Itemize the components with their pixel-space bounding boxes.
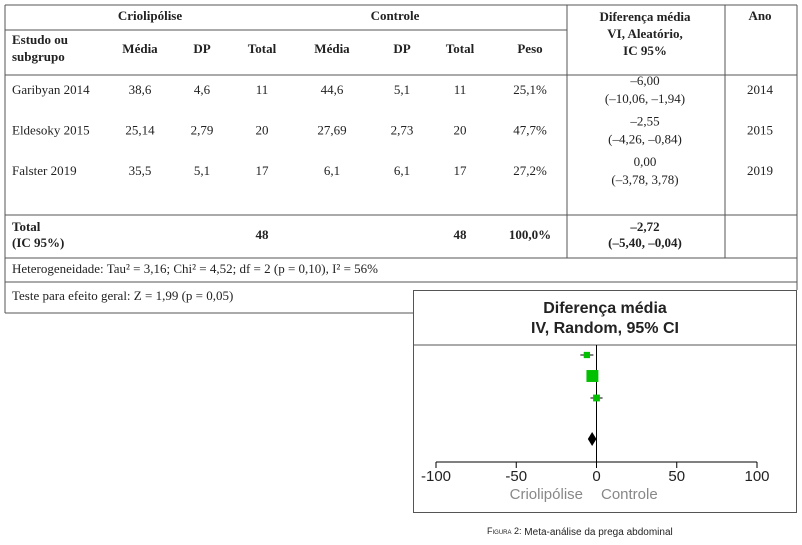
group-header: Criolipólise bbox=[118, 8, 183, 23]
diff-header: Diferença média bbox=[599, 9, 691, 24]
x-tick-label: -50 bbox=[505, 468, 527, 485]
study-header: subgrupo bbox=[12, 49, 65, 64]
cell: 25,1% bbox=[513, 82, 547, 97]
group-header: Controle bbox=[371, 8, 420, 23]
diff-header: VI, Aleatório, bbox=[607, 26, 682, 41]
year-header: Ano bbox=[748, 8, 771, 23]
x-tick-label: 50 bbox=[668, 468, 685, 485]
total-diff: –2,72 bbox=[629, 219, 659, 234]
heterogeneity: Heterogeneidade: Tau² = 3,16; Chi² = 4,5… bbox=[12, 261, 378, 276]
x-label: Criolipólise bbox=[510, 486, 583, 503]
caption-text: Meta-análise da prega abdominal bbox=[524, 527, 672, 538]
study-name: Falster 2019 bbox=[12, 163, 77, 178]
cell: 47,7% bbox=[513, 122, 547, 137]
cell: 44,6 bbox=[321, 82, 344, 97]
cell: 35,5 bbox=[129, 163, 152, 178]
x-tick-label: -100 bbox=[421, 468, 451, 485]
cell: 6,1 bbox=[394, 163, 410, 178]
column-header: DP bbox=[393, 41, 410, 56]
diff-ci: (–10,06, –1,94) bbox=[605, 91, 685, 106]
cell: 4,6 bbox=[194, 82, 211, 97]
cell: 5,1 bbox=[394, 82, 410, 97]
cell: 2,79 bbox=[191, 122, 214, 137]
x-tick-label: 0 bbox=[592, 468, 600, 485]
diff-value: –2,55 bbox=[629, 113, 659, 128]
column-header: Média bbox=[314, 41, 350, 56]
year: 2015 bbox=[747, 122, 773, 137]
cell: 17 bbox=[256, 163, 270, 178]
cell: 2,73 bbox=[391, 122, 414, 137]
study-header: Estudo ou bbox=[12, 32, 68, 47]
column-header: Total bbox=[248, 41, 277, 56]
total-label: Total bbox=[12, 219, 41, 234]
column-header: Peso bbox=[517, 41, 542, 56]
diff-header: IC 95% bbox=[623, 43, 667, 58]
cell: 27,2% bbox=[513, 163, 547, 178]
total-cell: 48 bbox=[256, 227, 270, 242]
x-label: Controle bbox=[601, 486, 658, 503]
year: 2019 bbox=[747, 163, 773, 178]
cell: 38,6 bbox=[129, 82, 152, 97]
cell: 20 bbox=[454, 122, 467, 137]
overall-test: Teste para efeito geral: Z = 1,99 (p = 0… bbox=[12, 288, 233, 303]
diff-ci: (–3,78, 3,78) bbox=[611, 172, 678, 187]
plot-title: Diferença média bbox=[543, 300, 667, 317]
study-point bbox=[583, 351, 591, 359]
caption-label: Figura 2: bbox=[487, 526, 522, 536]
x-tick-label: 100 bbox=[744, 468, 769, 485]
plot-box bbox=[413, 290, 797, 513]
column-header: Total bbox=[446, 41, 475, 56]
cell: 27,69 bbox=[317, 122, 346, 137]
cell: 6,1 bbox=[324, 163, 340, 178]
cell: 17 bbox=[454, 163, 468, 178]
column-header: DP bbox=[193, 41, 210, 56]
total-diamond bbox=[587, 432, 597, 446]
total-cell: 100,0% bbox=[509, 227, 551, 242]
total-label: (IC 95%) bbox=[12, 235, 64, 250]
diff-value: –6,00 bbox=[629, 73, 659, 88]
plot-title: IV, Random, 95% CI bbox=[531, 320, 679, 337]
study-name: Eldesoky 2015 bbox=[12, 122, 90, 137]
diff-ci: (–4,26, –0,84) bbox=[608, 131, 682, 146]
caption: Figura 2: Meta-análise da prega abdomina… bbox=[487, 526, 673, 537]
cell: 5,1 bbox=[194, 163, 210, 178]
column-header: Média bbox=[122, 41, 158, 56]
total-cell: 48 bbox=[454, 227, 468, 242]
study-point bbox=[593, 394, 600, 402]
study-name: Garibyan 2014 bbox=[12, 82, 90, 97]
diff-value: 0,00 bbox=[634, 154, 657, 169]
cell: 11 bbox=[454, 82, 467, 97]
study-point bbox=[586, 370, 599, 382]
cell: 11 bbox=[256, 82, 269, 97]
cell: 20 bbox=[256, 122, 269, 137]
year: 2014 bbox=[747, 82, 774, 97]
cell: 25,14 bbox=[125, 122, 155, 137]
total-diff-ci: (–5,40, –0,04) bbox=[608, 235, 682, 250]
